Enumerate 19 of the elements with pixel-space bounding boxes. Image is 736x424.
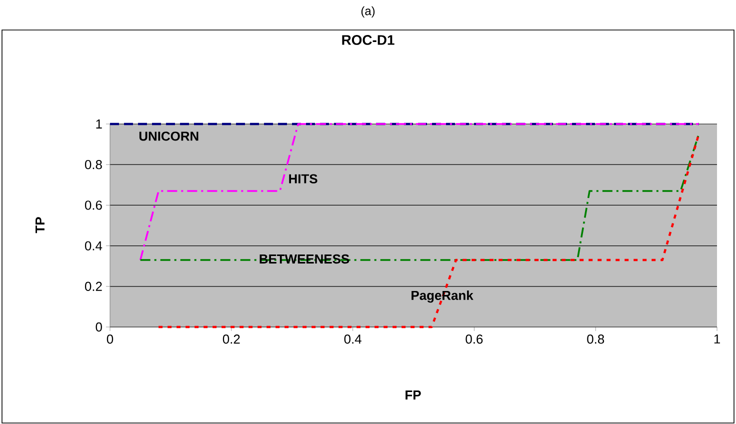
x-tick-label: 0.8: [587, 334, 604, 344]
y-tick-label: 0.2: [84, 282, 102, 291]
x-tick-label: 0.4: [344, 334, 362, 344]
series-label: PageRank: [412, 290, 474, 303]
text: (a): [361, 6, 375, 18]
x-tick-label: 0: [106, 334, 114, 344]
chart-title: ROC-D1: [342, 35, 394, 45]
y-tick-label: 0.4: [84, 241, 102, 250]
y-tick-label: 0.6: [84, 200, 102, 210]
x-tick-label: 1: [714, 334, 720, 344]
x-tick-label: 0.2: [222, 334, 240, 344]
y-tick-label: 0.8: [84, 160, 102, 170]
y-axis-title: TP: [36, 217, 44, 234]
x-axis-title: FP: [406, 390, 421, 400]
x-tick-label: 0.6: [466, 334, 483, 344]
y-tick-label: 0: [96, 322, 102, 332]
y-tick-label: 1: [96, 120, 102, 128]
series-label: HITS: [289, 174, 318, 184]
series-label: UNICORN: [139, 132, 198, 141]
